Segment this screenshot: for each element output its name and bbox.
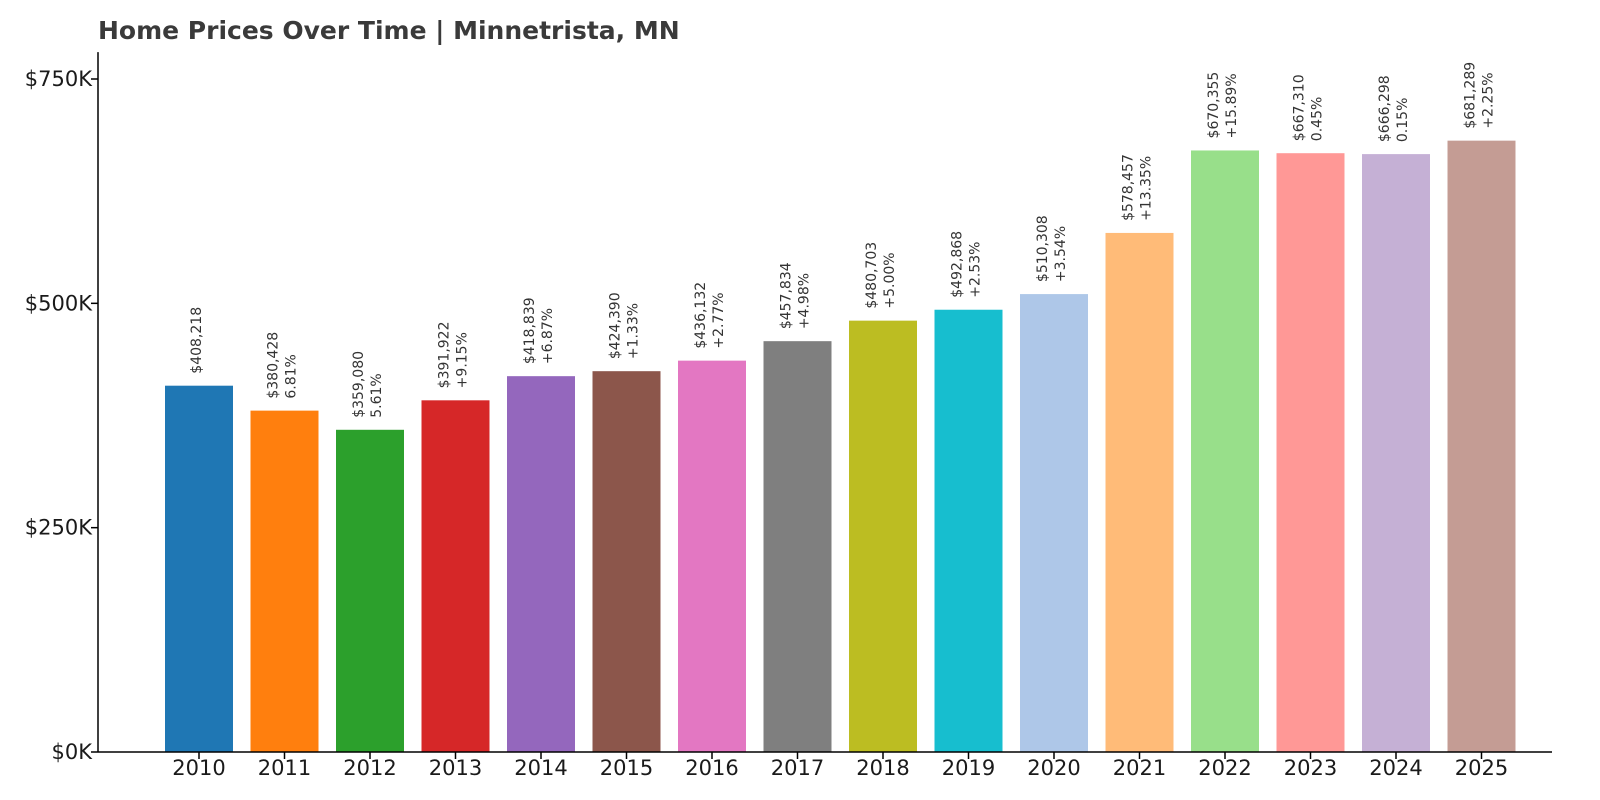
x-tick-label-2017: 2017	[771, 756, 824, 780]
x-tick-label-2016: 2016	[685, 756, 738, 780]
x-tick-label-2019: 2019	[942, 756, 995, 780]
bar-2021	[1105, 232, 1174, 752]
x-tick-label-2012: 2012	[343, 756, 396, 780]
change-label-2025: +2.25%	[1481, 72, 1497, 128]
bars	[165, 140, 1516, 753]
x-tick-label-2023: 2023	[1284, 756, 1337, 780]
x-tick-label-2024: 2024	[1369, 756, 1422, 780]
change-label-2012: 5.61%	[369, 373, 385, 417]
change-label-2024: 0.15%	[1395, 98, 1411, 142]
bar-2020	[1020, 294, 1088, 752]
value-label-2025: $681,289	[1463, 62, 1479, 129]
change-label-2020: +3.54%	[1053, 226, 1069, 282]
change-label-2021: +13.35%	[1139, 156, 1155, 221]
bar-2018	[849, 320, 917, 752]
x-tick-label-2010: 2010	[172, 756, 225, 780]
y-tick-label: $500K	[25, 291, 93, 315]
value-label-2016: $436,132	[693, 282, 709, 349]
bar-2012	[336, 429, 404, 752]
x-axis: 2010 2011 2012 2013 2014 2015 2016 2017 2018 2019…	[172, 752, 1508, 780]
bar-2016	[678, 360, 746, 752]
change-label-2013: +9.15%	[455, 332, 471, 388]
x-tick-label-2020: 2020	[1027, 756, 1080, 780]
x-tick-label-2015: 2015	[600, 756, 653, 780]
change-label-2017: +4.98%	[797, 273, 813, 329]
value-label-2010: $408,218	[189, 307, 205, 374]
bar-2017	[763, 341, 832, 752]
y-tick-label: $250K	[25, 516, 93, 540]
bar-2010	[165, 385, 233, 752]
x-tick-label-2018: 2018	[856, 756, 909, 780]
bar-2014	[507, 376, 575, 752]
bar-2013	[421, 400, 490, 752]
change-label-2018: +5.00%	[882, 252, 898, 308]
x-tick-label-2013: 2013	[429, 756, 482, 780]
value-label-2017: $457,834	[779, 262, 795, 329]
value-label-2024: $666,298	[1377, 75, 1393, 142]
change-label-2023: 0.45%	[1310, 97, 1326, 141]
change-label-2015: +1.33%	[626, 303, 642, 359]
y-tick-label: $750K	[25, 67, 93, 91]
chart-title: Home Prices Over Time | Minnetrista, MN	[98, 16, 680, 45]
y-axis: $0K $250K $500K $750K	[25, 67, 98, 764]
x-tick-label-2021: 2021	[1113, 756, 1166, 780]
value-label-2019: $492,868	[950, 231, 966, 298]
bar-labels: $408,218 $380,428 6.81% $359,080 5.61% $391,9…	[189, 62, 1497, 418]
x-tick-label-2014: 2014	[514, 756, 567, 780]
value-label-2015: $424,390	[608, 292, 624, 359]
change-label-2016: +2.77%	[711, 292, 727, 348]
change-label-2022: +15.89%	[1224, 73, 1240, 138]
value-label-2014: $418,839	[522, 297, 538, 364]
bar-2024	[1362, 154, 1430, 753]
bar-2011	[250, 410, 319, 752]
change-label-2019: +2.53%	[968, 242, 984, 298]
bar-2025	[1447, 140, 1516, 752]
value-label-2018: $480,703	[864, 242, 880, 309]
value-label-2011: $380,428	[266, 332, 282, 399]
value-label-2023: $667,310	[1292, 74, 1308, 141]
x-tick-label-2011: 2011	[258, 756, 311, 780]
bar-2023	[1276, 153, 1345, 752]
bar-2022	[1191, 150, 1259, 752]
y-tick-label: $0K	[52, 740, 94, 764]
value-label-2021: $578,457	[1121, 154, 1137, 221]
x-tick-label-2022: 2022	[1198, 756, 1251, 780]
bar-2015	[592, 371, 661, 752]
value-label-2022: $670,355	[1206, 72, 1222, 139]
change-label-2011: 6.81%	[284, 354, 300, 398]
change-label-2014: +6.87%	[540, 308, 556, 364]
x-tick-label-2025: 2025	[1455, 756, 1508, 780]
bar-2019	[934, 309, 1003, 752]
value-label-2020: $510,308	[1035, 215, 1051, 282]
value-label-2013: $391,922	[437, 322, 453, 389]
value-label-2012: $359,080	[351, 351, 367, 418]
